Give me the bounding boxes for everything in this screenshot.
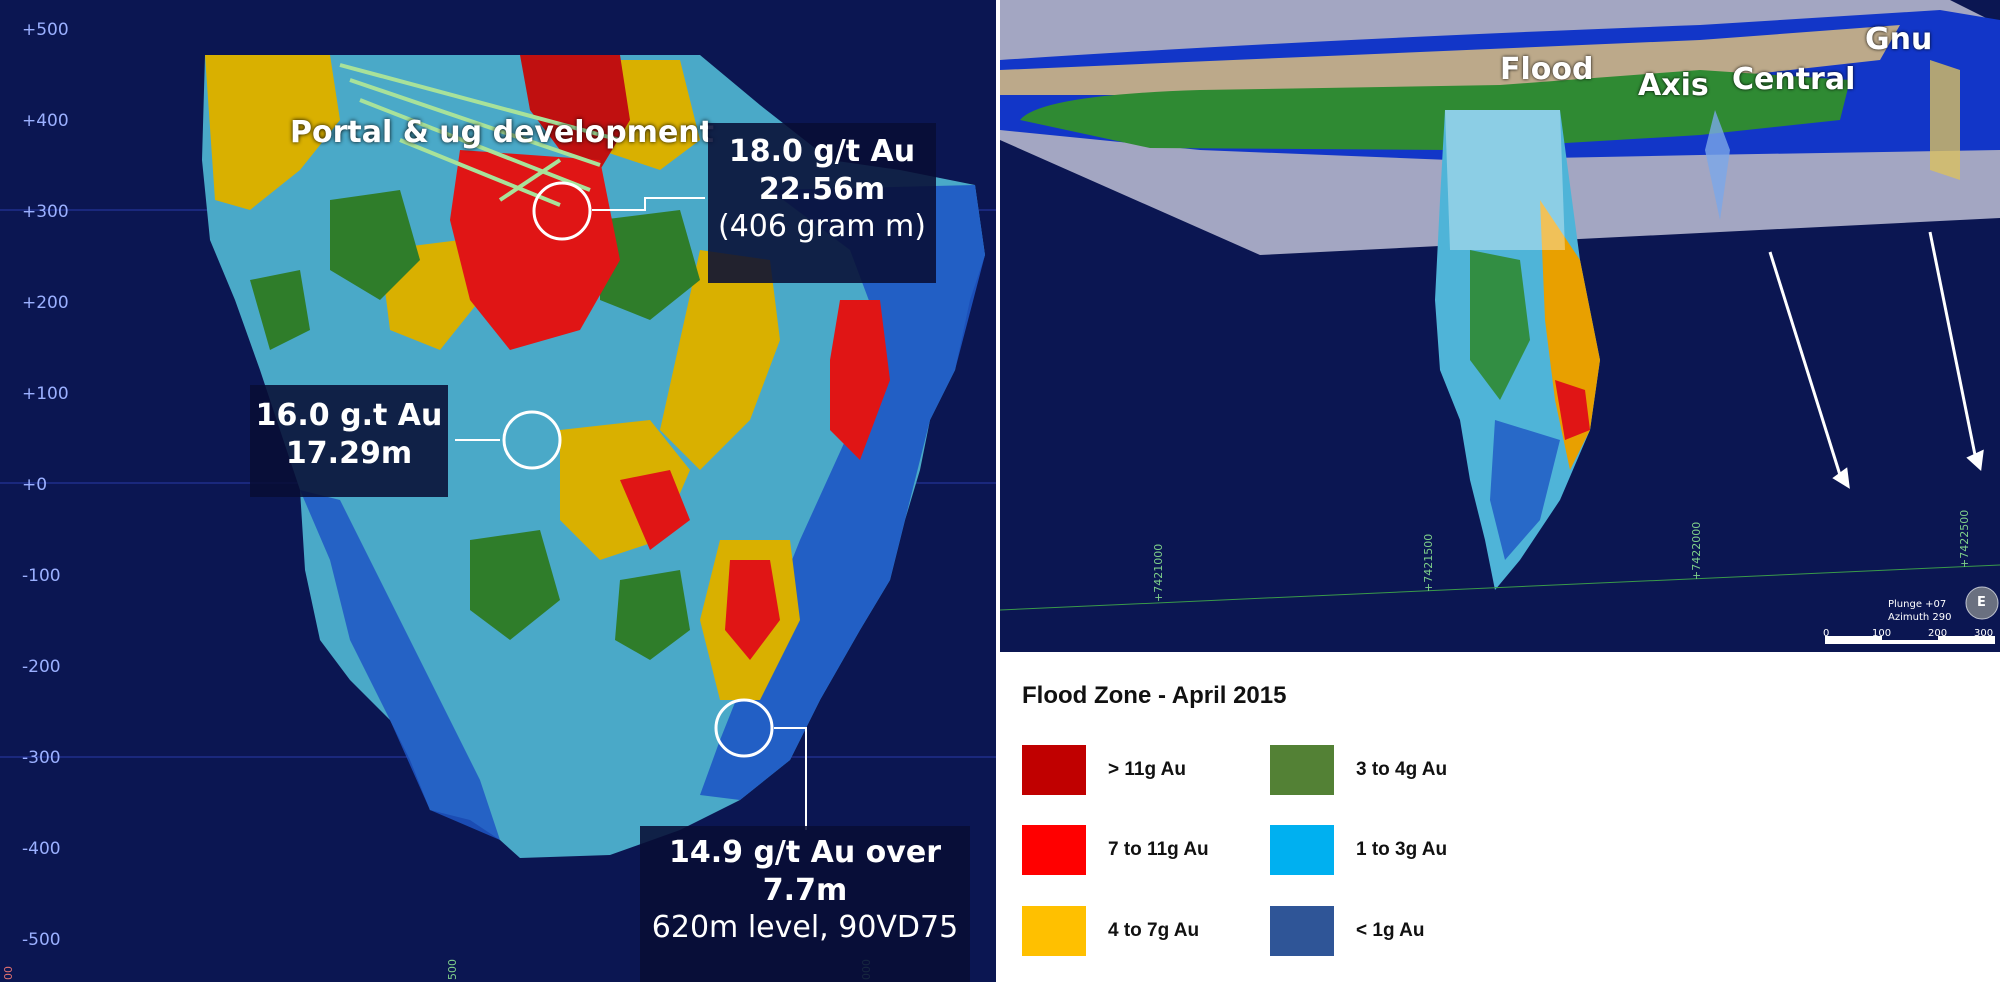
legend-label: 1 to 3g Au [1356,839,1448,860]
plunge-arrows [1768,231,1984,489]
elevation-label: +0 [22,475,48,495]
scale-label: 300 [1974,628,1994,639]
elevation-label: +100 [22,384,69,404]
drill-intersection-circle-2 [502,410,562,470]
callout-width: 7.7m [762,872,848,908]
easting-tick: 500 [446,959,459,980]
easting-tick: 00 [2,966,15,980]
3d-view-panel: Flood Axis Central Gnu +7421000 +7421500… [1000,0,2000,652]
legend-swatch [1270,745,1334,795]
callout-leaders [455,197,807,830]
legend-label: 7 to 11g Au [1108,839,1209,860]
zone-label-axis: Axis [1638,68,1709,103]
drill-intersection-circle-3 [714,698,774,758]
northing-label: +7422000 [1690,521,1703,580]
azimuth-value: Azimuth 290 [1888,612,1952,623]
legend-label: 3 to 4g Au [1356,759,1448,780]
legend-item: 4 to 7g Au [1022,906,1199,956]
callout-intersection-2: 16.0 g.t Au 17.29m [250,385,448,497]
callout-gram-metres: (406 gram m) [718,209,926,244]
elevation-label: -200 [22,657,61,677]
legend-swatch [1270,825,1334,875]
compass-icon [1965,586,1999,620]
legend-item: 3 to 4g Au [1270,745,1447,795]
callout-grade: 18.0 g/t Au [728,134,916,169]
section-baseline [1000,564,2000,611]
callout-width: 17.29m [285,435,413,471]
elevation-label: -500 [22,930,61,950]
zone-label-central: Central [1732,62,1856,97]
legend-swatch [1022,745,1086,795]
legend-swatch [1270,906,1334,956]
elevation-label: +400 [22,111,69,131]
legend-label: 4 to 7g Au [1108,920,1200,941]
elevation-label: -300 [22,748,61,768]
callout-grade: 14.9 g/t Au over [668,835,941,870]
legend-item: 1 to 3g Au [1270,825,1447,875]
callout-grade: 16.0 g.t Au [255,398,443,433]
callout-level: 620m level, 90VD75 [651,910,959,945]
portal-development-lines [339,63,621,207]
legend-item: < 1g Au [1270,906,1424,956]
zone-label-gnu: Gnu [1865,22,1933,57]
legend-panel: Flood Zone - April 2015 > 11g Au 7 to 11… [1000,652,2000,982]
elevation-label: +300 [22,202,69,222]
elevation-label: +500 [22,20,69,40]
northing-label: +7422500 [1958,509,1971,568]
legend-item: > 11g Au [1022,745,1186,795]
scale-bar [1825,636,1995,644]
plunge-value: Plunge +07 [1888,599,1947,610]
scale-label: 100 [1872,628,1892,639]
legend-label: > 11g Au [1108,759,1186,780]
legend-swatch [1022,906,1086,956]
scale-label: 0 [1823,628,1830,639]
legend-item: 7 to 11g Au [1022,825,1209,875]
legend-swatch [1022,825,1086,875]
callout-intersection-3: 14.9 g/t Au over 7.7m 620m level, 90VD75 [640,826,970,982]
drill-intersection-circle-1 [532,181,592,241]
3d-model-graphic [1000,0,2000,644]
callout-intersection-1: 18.0 g/t Au 22.56m (406 gram m) [708,123,936,283]
scale-label: 200 [1928,628,1948,639]
legend-label: < 1g Au [1356,920,1425,941]
portal-label: Portal & ug development [290,115,714,150]
long-section-panel: +500 +400 +300 +200 +100 +0 -100 -200 -3… [0,0,996,982]
elevation-label: -100 [22,566,61,586]
callout-width: 22.56m [758,171,886,207]
elevation-label: +200 [22,293,69,313]
legend-title: Flood Zone - April 2015 [1022,682,1287,709]
northing-label: +7421500 [1422,533,1435,592]
northing-label: +7421000 [1152,543,1165,602]
elevation-label: -400 [22,839,61,859]
view-info: Plunge +07 Azimuth 290 [1888,598,1951,624]
compass-letter: E [1977,595,1986,610]
zone-label-flood: Flood [1500,52,1594,87]
